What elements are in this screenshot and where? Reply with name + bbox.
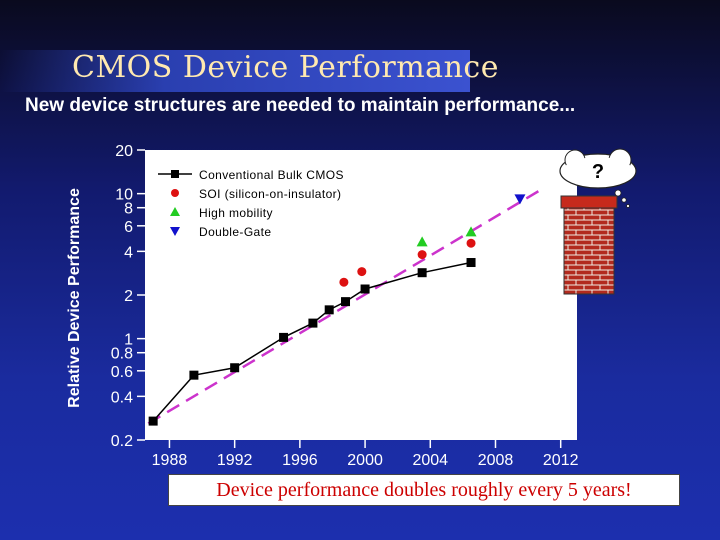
y-tick-label: 8 [124,201,133,218]
data-point [189,370,199,380]
data-point [360,284,370,294]
data-point [466,258,476,268]
slide-title: CMOS Device Performance [72,50,499,85]
title-band [0,50,470,92]
thought-bubble: ? [559,148,637,208]
legend-marker [171,189,179,197]
y-tick-label: 20 [115,143,133,160]
y-tick-label: 10 [115,187,133,204]
y-tick-label: 4 [124,244,133,261]
caption-box: Device performance doubles roughly every… [168,474,680,506]
x-tick-label: 1988 [152,452,188,469]
series-high-mobility [416,226,477,247]
legend-label: SOI (silicon-on-insulator) [199,187,341,201]
data-point [308,318,318,328]
data-point [466,238,476,248]
x-tick-label: 2000 [347,452,383,469]
legend-label: High mobility [199,206,273,220]
legend-label: Double-Gate [199,225,271,239]
series-conventional-bulk-cmos [148,258,476,426]
data-point [339,277,349,287]
data-point [416,236,428,247]
y-tick-label: 0.4 [111,389,133,406]
x-tick-label: 2012 [543,452,579,469]
x-tick-label: 1996 [282,452,318,469]
slide-subtitle: New device structures are needed to main… [25,95,576,116]
x-tick-label: 2008 [478,452,514,469]
y-tick-label: 0.2 [111,433,133,450]
series-double-gate [514,194,526,205]
data-point [230,363,240,373]
y-tick-label: 1 [124,332,133,349]
series-line [152,261,472,422]
data-point [279,332,289,342]
data-point [341,297,351,307]
series-soi-silicon-on-insulator- [339,238,476,287]
data-point [324,305,334,315]
chart-legend: Conventional Bulk CMOS SOI (silicon-on-in… [158,168,344,239]
legend-label: Conventional Bulk CMOS [199,168,344,182]
data-point [417,268,427,278]
legend-marker [170,227,180,236]
y-axis-label: Relative Device Performance [66,188,83,408]
question-mark: ? [592,161,604,183]
x-tick-label: 2004 [412,452,448,469]
data-point [357,267,367,277]
y-tick-label: 2 [124,288,133,305]
x-tick-label: 1992 [217,452,253,469]
y-tick-label: 0.6 [111,364,133,381]
series-group [148,194,526,426]
data-point [417,250,427,260]
plot-area [145,150,577,440]
brick-wall [560,195,618,295]
y-tick-label: 6 [124,219,133,236]
legend-marker [171,170,179,178]
legend-marker [170,207,180,216]
data-point [148,416,158,426]
y-tick-label: 0.8 [111,346,133,363]
data-point [514,194,526,205]
data-point [465,226,477,237]
